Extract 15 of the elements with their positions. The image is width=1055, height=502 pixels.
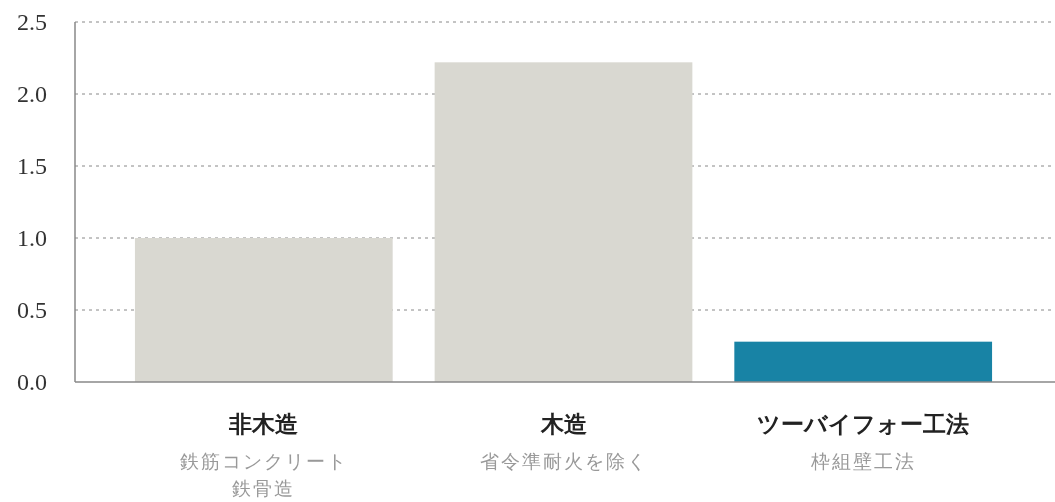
y-tick-label: 2.0: [17, 81, 47, 107]
x-tick-label: 木造: [539, 411, 587, 437]
x-tick-label: 非木造: [228, 411, 299, 437]
bar: [134, 238, 393, 382]
y-tick-label: 1.5: [17, 153, 47, 179]
text: 省令準耐火を除く: [478, 449, 649, 474]
y-tick-label: 1.0: [17, 225, 47, 251]
text: 鉄筋コンクリート鉄骨造: [178, 449, 349, 501]
y-tick-label: 2.5: [17, 9, 47, 35]
text: 枠組壁工法: [809, 449, 917, 474]
y-tick-label: 0.5: [17, 297, 47, 323]
bar: [434, 62, 693, 382]
bar: [734, 341, 993, 382]
x-tick-label: ツーバイフォー工法: [757, 411, 970, 437]
y-tick-label: 0.0: [17, 369, 47, 395]
